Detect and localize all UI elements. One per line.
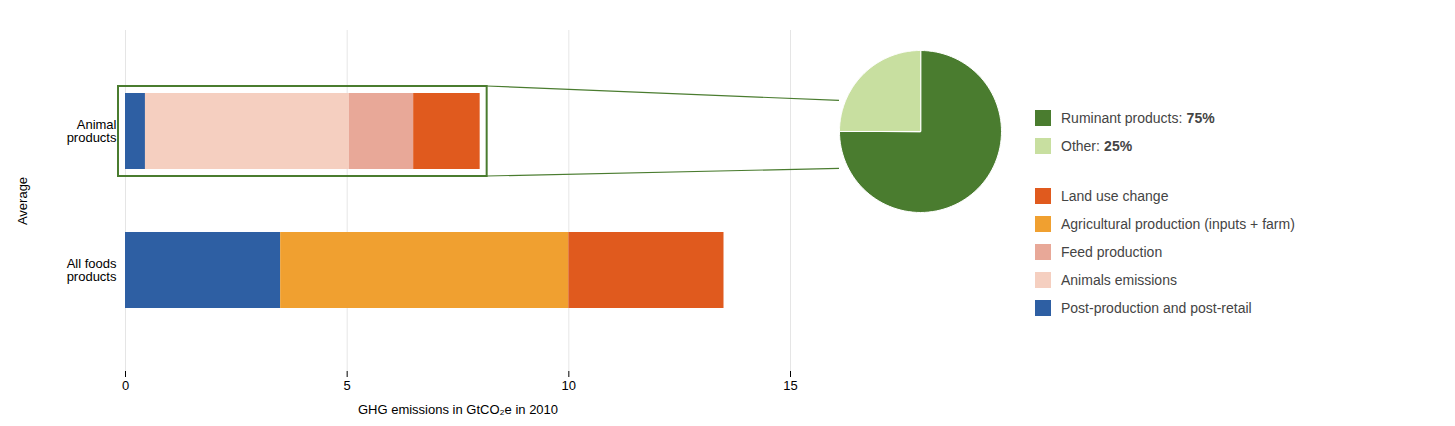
html-text:Land use change: Land use change bbox=[1061, 188, 1169, 204]
svg-text:10: 10 bbox=[562, 378, 576, 393]
svg-text:GHG emissions in GtCO₂e in 201: GHG emissions in GtCO₂e in 2010 bbox=[358, 402, 558, 417]
svg-text:5: 5 bbox=[344, 378, 351, 393]
html-text:Agricultural production (input: Agricultural production (inputs + farm) bbox=[1061, 216, 1295, 232]
html-text:Post-production and post-retai: Post-production and post-retail bbox=[1061, 300, 1252, 316]
html-text:Other: 25%: Other: 25% bbox=[1061, 138, 1133, 154]
svg-text:Average: Average bbox=[15, 177, 30, 225]
html-text:Ruminant products: 75%: Ruminant products: 75% bbox=[1061, 110, 1215, 126]
html-text:Feed production: Feed production bbox=[1061, 244, 1163, 260]
svg-text:15: 15 bbox=[783, 378, 797, 393]
svg-text:0: 0 bbox=[122, 378, 129, 393]
svg-text:Animalproducts: Animalproducts bbox=[67, 117, 117, 145]
svg-text:All foodsproducts: All foodsproducts bbox=[67, 256, 117, 284]
html-text:Animals emissions: Animals emissions bbox=[1061, 272, 1177, 288]
